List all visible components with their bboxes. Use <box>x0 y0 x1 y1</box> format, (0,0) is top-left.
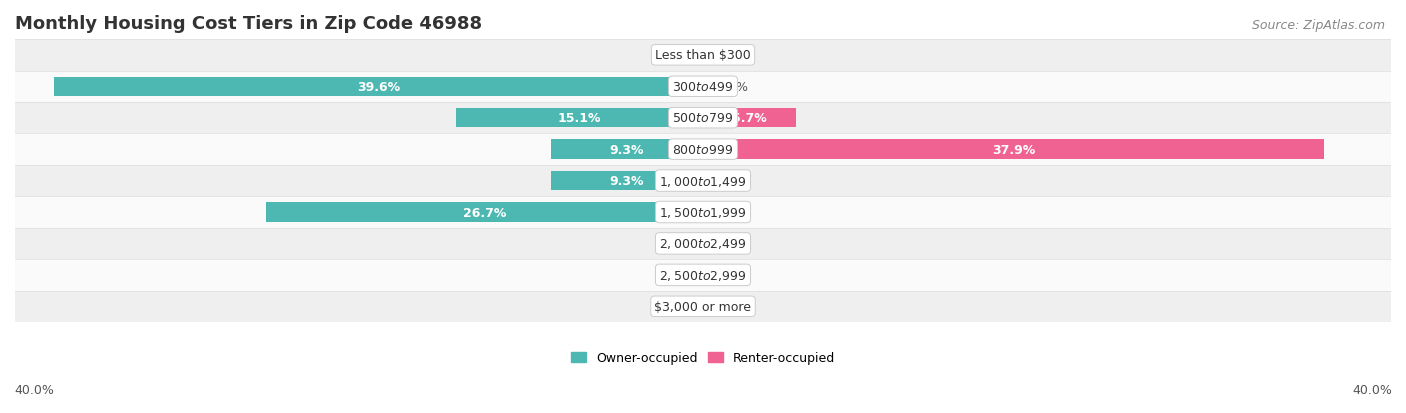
Text: Source: ZipAtlas.com: Source: ZipAtlas.com <box>1251 19 1385 31</box>
Text: 26.7%: 26.7% <box>463 206 506 219</box>
Bar <box>15 134 1391 166</box>
Legend: Owner-occupied, Renter-occupied: Owner-occupied, Renter-occupied <box>568 349 838 367</box>
Bar <box>456 109 703 128</box>
Bar <box>15 103 1391 134</box>
Text: 0.0%: 0.0% <box>716 175 748 188</box>
Bar <box>15 228 1391 259</box>
Bar <box>15 197 1391 228</box>
Text: Monthly Housing Cost Tiers in Zip Code 46988: Monthly Housing Cost Tiers in Zip Code 4… <box>15 15 482 33</box>
Text: 40.0%: 40.0% <box>14 384 53 396</box>
Bar <box>703 109 796 128</box>
Text: 40.0%: 40.0% <box>1353 384 1392 396</box>
Text: 0.0%: 0.0% <box>716 237 748 250</box>
Text: 0.0%: 0.0% <box>716 300 748 313</box>
Bar <box>15 166 1391 197</box>
Text: $2,500 to $2,999: $2,500 to $2,999 <box>659 268 747 282</box>
Text: 37.9%: 37.9% <box>991 143 1035 156</box>
Bar <box>15 40 1391 71</box>
Bar <box>703 140 1324 159</box>
Bar <box>15 71 1391 103</box>
Text: $500 to $799: $500 to $799 <box>672 112 734 125</box>
Text: 0.0%: 0.0% <box>658 49 690 62</box>
Text: $300 to $499: $300 to $499 <box>672 81 734 93</box>
Text: $1,500 to $1,999: $1,500 to $1,999 <box>659 206 747 219</box>
Text: 0.0%: 0.0% <box>716 206 748 219</box>
Bar <box>266 203 703 222</box>
Text: 0.0%: 0.0% <box>716 49 748 62</box>
Text: 0.0%: 0.0% <box>716 81 748 93</box>
Text: 0.0%: 0.0% <box>716 269 748 282</box>
Text: 5.7%: 5.7% <box>733 112 768 125</box>
Bar <box>15 291 1391 322</box>
Bar <box>15 259 1391 291</box>
Text: $3,000 or more: $3,000 or more <box>655 300 751 313</box>
Text: $1,000 to $1,499: $1,000 to $1,499 <box>659 174 747 188</box>
Text: 15.1%: 15.1% <box>558 112 602 125</box>
Bar <box>55 77 703 97</box>
Bar <box>551 140 703 159</box>
Text: 9.3%: 9.3% <box>610 175 644 188</box>
Text: $2,000 to $2,499: $2,000 to $2,499 <box>659 237 747 251</box>
Text: 0.0%: 0.0% <box>658 269 690 282</box>
Text: Less than $300: Less than $300 <box>655 49 751 62</box>
Bar <box>551 171 703 191</box>
Text: 39.6%: 39.6% <box>357 81 401 93</box>
Text: 0.0%: 0.0% <box>658 300 690 313</box>
Text: $800 to $999: $800 to $999 <box>672 143 734 156</box>
Text: 9.3%: 9.3% <box>610 143 644 156</box>
Text: 0.0%: 0.0% <box>658 237 690 250</box>
